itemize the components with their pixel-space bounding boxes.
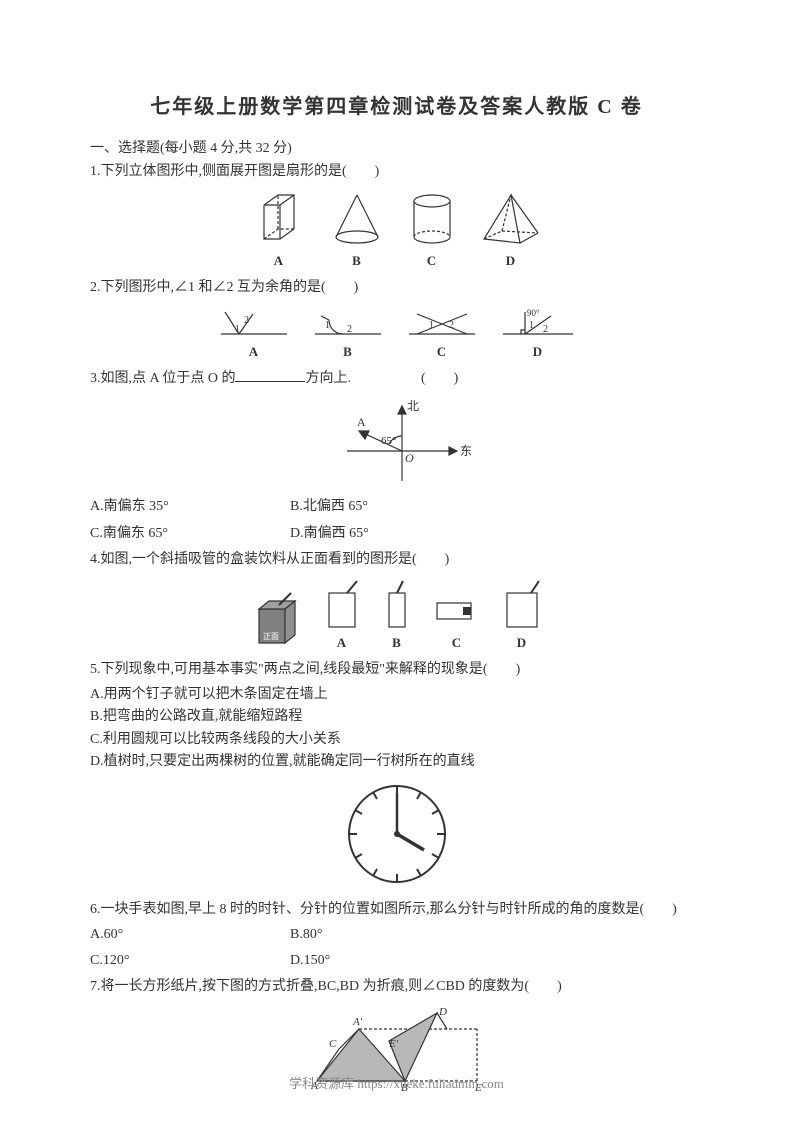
q1-fig-a: A bbox=[248, 189, 310, 269]
section-header-1: 一、选择题(每小题 4 分,共 32 分) bbox=[90, 137, 703, 157]
q3-opt-c: C.南偏东 65° bbox=[90, 523, 250, 545]
juice-box-icon: 正面 bbox=[249, 591, 305, 651]
svg-text:1: 1 bbox=[429, 320, 434, 331]
q4-fig-a: A bbox=[321, 577, 363, 651]
q4-fig-d: D bbox=[499, 577, 545, 651]
q2-label-b: B bbox=[343, 344, 352, 360]
q1-label-a: A bbox=[274, 253, 283, 269]
q2-fig-a: 2 1 A bbox=[215, 306, 293, 360]
q3-opt-a: A.南偏东 35° bbox=[90, 496, 250, 518]
q1-fig-b: B bbox=[326, 189, 388, 269]
cylinder-icon bbox=[404, 189, 460, 251]
q3-figure: 北 东 65° A O bbox=[90, 396, 703, 486]
prism-icon bbox=[248, 189, 310, 251]
svg-text:1: 1 bbox=[325, 320, 330, 331]
q6-opts-row1: A.60° B.80° bbox=[90, 924, 703, 946]
svg-text:65°: 65° bbox=[381, 435, 396, 447]
q6-opt-a: A.60° bbox=[90, 924, 250, 946]
view-b-icon bbox=[379, 577, 415, 633]
q2-label-d: D bbox=[533, 344, 542, 360]
q3-prefix: 3.如图,点 A 位于点 O 的 bbox=[90, 371, 235, 386]
pyramid-icon bbox=[476, 189, 546, 251]
q2-fig-c: 1 2 C bbox=[403, 306, 481, 360]
q7-text: 7.将一长方形纸片,按下图的方式折叠,BC,BD 为折痕,则∠CBD 的度数为(… bbox=[90, 976, 703, 998]
q5-opt-c: C.利用圆规可以比较两条线段的大小关系 bbox=[90, 729, 703, 751]
q2-label-c: C bbox=[437, 344, 446, 360]
q2-text: 2.下列图形中,∠1 和∠2 互为余角的是( ) bbox=[90, 277, 703, 299]
angle-b-icon: 1 2 bbox=[309, 306, 387, 342]
angle-c-icon: 1 2 bbox=[403, 306, 481, 342]
q3-suffix: 方向上. ( ) bbox=[305, 371, 458, 386]
q4-label-c: C bbox=[452, 635, 461, 651]
q3-blank bbox=[235, 381, 305, 382]
cone-icon bbox=[326, 189, 388, 251]
q2-fig-d: 90° 1 2 D bbox=[497, 306, 579, 360]
q4-fig-b: B bbox=[379, 577, 415, 651]
q1-label-d: D bbox=[506, 253, 515, 269]
view-d-icon bbox=[499, 577, 545, 633]
q6-opt-c: C.120° bbox=[90, 950, 250, 972]
q6-text: 6.一块手表如图,早上 8 时的时针、分针的位置如图所示,那么分针与时针所成的角… bbox=[90, 899, 703, 921]
q1-label-b: B bbox=[352, 253, 361, 269]
q4-text: 4.如图,一个斜插吸管的盒装饮料从正面看到的图形是( ) bbox=[90, 549, 703, 571]
svg-text:E': E' bbox=[388, 1038, 399, 1050]
q3-opts-row1: A.南偏东 35° B.北偏西 65° bbox=[90, 496, 703, 518]
q2-fig-b: 1 2 B bbox=[309, 306, 387, 360]
q4-box: 正面 bbox=[249, 591, 305, 651]
svg-text:2: 2 bbox=[347, 324, 352, 335]
q5-opt-a: A.用两个钉子就可以把木条固定在墙上 bbox=[90, 684, 703, 706]
q1-fig-d: D bbox=[476, 189, 546, 269]
svg-text:正面: 正面 bbox=[263, 632, 279, 641]
page-title: 七年级上册数学第四章检测试卷及答案人教版 C 卷 bbox=[90, 90, 703, 119]
svg-text:北: 北 bbox=[407, 399, 419, 413]
q1-figures: A B C bbox=[90, 189, 703, 269]
q3-text: 3.如图,点 A 位于点 O 的 方向上. ( ) bbox=[90, 368, 703, 390]
q4-label-b: B bbox=[392, 635, 401, 651]
page-footer: 学科资源库 https://xueke.fuliadmin.com bbox=[0, 1073, 793, 1092]
q4-figures: 正面 A B C D bbox=[90, 577, 703, 651]
svg-text:2: 2 bbox=[449, 320, 454, 331]
q4-fig-c: C bbox=[431, 577, 483, 651]
svg-text:东: 东 bbox=[460, 444, 472, 458]
svg-text:2: 2 bbox=[244, 315, 249, 326]
q3-opts-row2: C.南偏东 65° D.南偏西 65° bbox=[90, 523, 703, 545]
q4-label-a: A bbox=[337, 635, 346, 651]
svg-text:O: O bbox=[405, 451, 414, 465]
q6-opt-d: D.150° bbox=[290, 950, 330, 972]
q3-opt-b: B.北偏西 65° bbox=[290, 496, 368, 518]
q6-opts-row2: C.120° D.150° bbox=[90, 950, 703, 972]
q6-figure bbox=[90, 779, 703, 889]
view-a-icon bbox=[321, 577, 363, 633]
svg-text:A': A' bbox=[352, 1016, 363, 1028]
q5-opt-b: B.把弯曲的公路改直,就能缩短路程 bbox=[90, 706, 703, 728]
q4-label-d: D bbox=[517, 635, 526, 651]
svg-text:1: 1 bbox=[235, 324, 240, 335]
q1-fig-c: C bbox=[404, 189, 460, 269]
q6-opt-b: B.80° bbox=[290, 924, 322, 946]
svg-text:D: D bbox=[438, 1006, 447, 1018]
q5-opt-d: D.植树时,只要定出两棵树的位置,就能确定同一行树所在的直线 bbox=[90, 751, 703, 773]
q3-opt-d: D.南偏西 65° bbox=[290, 523, 369, 545]
q1-text: 1.下列立体图形中,侧面展开图是扇形的是( ) bbox=[90, 161, 703, 183]
angle-a-icon: 2 1 bbox=[215, 306, 293, 342]
q1-label-c: C bbox=[427, 253, 436, 269]
svg-text:C: C bbox=[329, 1038, 337, 1050]
q2-label-a: A bbox=[249, 344, 258, 360]
svg-text:1: 1 bbox=[529, 320, 534, 331]
view-c-icon bbox=[431, 577, 483, 633]
svg-text:A: A bbox=[357, 415, 366, 429]
q5-text: 5.下列现象中,可用基本事实"两点之间,线段最短"来解释的现象是( ) bbox=[90, 659, 703, 681]
q2-figures: 2 1 A 1 2 B 1 2 C bbox=[90, 306, 703, 360]
angle-d-icon: 90° 1 2 bbox=[497, 306, 579, 342]
svg-text:2: 2 bbox=[543, 324, 548, 335]
compass-icon: 北 东 65° A O bbox=[317, 396, 477, 486]
svg-text:90°: 90° bbox=[527, 308, 540, 318]
clock-icon bbox=[342, 779, 452, 889]
